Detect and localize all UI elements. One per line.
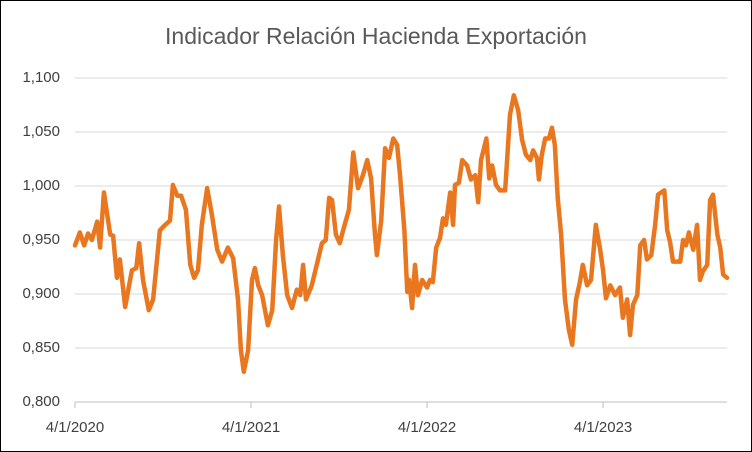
- y-tick-label: 1,100: [22, 69, 60, 86]
- y-tick-label: 0,950: [22, 231, 60, 248]
- x-tick-label: 4/1/2022: [398, 419, 456, 436]
- x-tick-label: 4/1/2023: [574, 419, 632, 436]
- y-tick-label: 1,000: [22, 177, 60, 194]
- x-tick-label: 4/1/2021: [222, 419, 280, 436]
- line: [72, 93, 730, 375]
- y-tick-label: 0,800: [22, 393, 60, 410]
- y-tick-label: 0,850: [22, 339, 60, 356]
- chart-title: Indicador Relación Hacienda Exportación: [165, 23, 587, 49]
- y-tick-label: 1,050: [22, 123, 60, 140]
- x-tick-label: 4/1/2020: [46, 419, 104, 436]
- y-tick-label: 0,900: [22, 285, 60, 302]
